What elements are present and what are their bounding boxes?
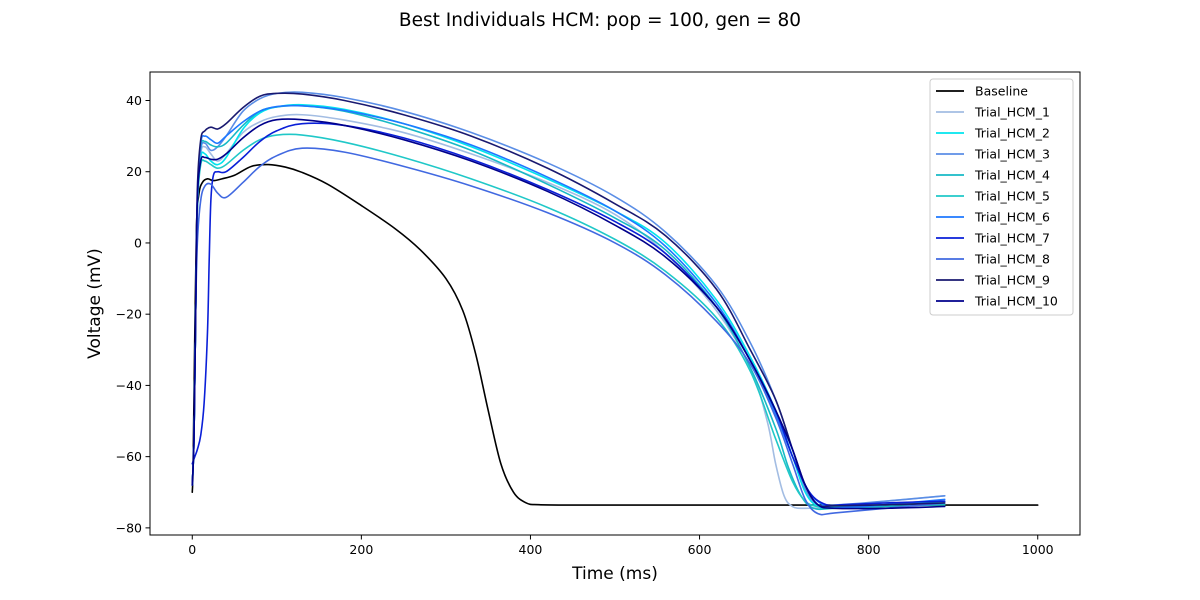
legend-label: Trial_HCM_7 bbox=[974, 231, 1050, 246]
y-tick-label: 0 bbox=[134, 235, 142, 250]
series-line-trial-hcm-7 bbox=[191, 122, 946, 507]
legend-label: Trial_HCM_5 bbox=[974, 189, 1050, 204]
legend-label: Trial_HCM_4 bbox=[974, 168, 1050, 183]
series-line-trial-hcm-8 bbox=[191, 147, 946, 516]
x-axis-label: Time (ms) bbox=[571, 564, 658, 584]
x-axis: 0 200 400 600 800 1000 bbox=[188, 535, 1054, 557]
legend-box bbox=[929, 78, 1074, 316]
x-tick-label: 400 bbox=[519, 542, 543, 557]
y-axis: −80 −60 −40 −20 0 20 40 bbox=[116, 93, 150, 535]
y-tick-label: −20 bbox=[116, 307, 142, 322]
legend-items: Baseline Trial_HCM_1 Trial_HCM_2 Trial_HCM_… bbox=[936, 84, 1058, 309]
x-tick-label: 1000 bbox=[1022, 542, 1054, 557]
legend-label: Baseline bbox=[975, 84, 1028, 99]
x-tick-label: 600 bbox=[688, 542, 712, 557]
legend-label: Trial_HCM_2 bbox=[974, 126, 1050, 141]
legend-label: Trial_HCM_1 bbox=[974, 105, 1050, 120]
legend-label: Trial_HCM_6 bbox=[974, 210, 1050, 225]
x-tick-label: 800 bbox=[857, 542, 881, 557]
x-tick-label: 200 bbox=[349, 542, 373, 557]
plot-frame bbox=[149, 71, 1081, 536]
y-tick-label: 20 bbox=[126, 164, 142, 179]
y-axis-label: Voltage (mV) bbox=[85, 248, 105, 359]
y-tick-label: −80 bbox=[116, 520, 142, 535]
legend-label: Trial_HCM_10 bbox=[974, 294, 1058, 309]
legend-label: Trial_HCM_9 bbox=[974, 273, 1050, 288]
legend: Baseline Trial_HCM_1 Trial_HCM_2 Trial_HCM_… bbox=[929, 78, 1074, 316]
y-tick-label: 40 bbox=[126, 93, 142, 108]
legend-label: Trial_HCM_8 bbox=[974, 252, 1050, 267]
y-tick-label: −40 bbox=[116, 378, 142, 393]
series-line-trial-hcm-10 bbox=[191, 118, 946, 510]
series-line-baseline bbox=[191, 163, 1039, 506]
x-tick-label: 0 bbox=[188, 542, 196, 557]
legend-label: Trial_HCM_3 bbox=[974, 147, 1050, 162]
chart-title: Best Individuals HCM: pop = 100, gen = 8… bbox=[399, 10, 801, 31]
y-tick-label: −60 bbox=[116, 449, 142, 464]
series-layer bbox=[191, 91, 1039, 516]
